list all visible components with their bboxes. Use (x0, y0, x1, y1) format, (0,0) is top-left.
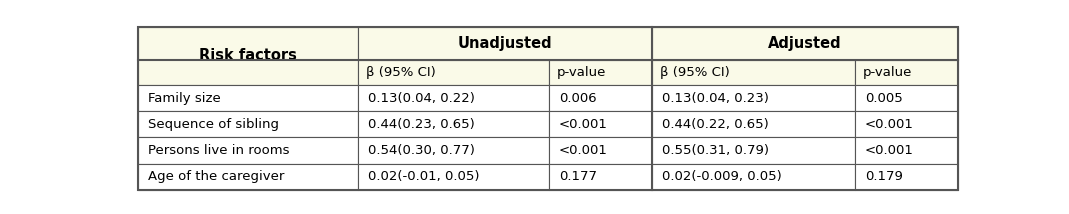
Bar (548, 111, 652, 137)
Text: 0.55(0.31, 0.79): 0.55(0.31, 0.79) (662, 144, 769, 157)
Text: 0.005: 0.005 (865, 92, 902, 105)
Bar (358, 60, 548, 85)
Bar (855, 111, 958, 137)
Text: Unadjusted: Unadjusted (458, 36, 553, 51)
Bar (138, 111, 358, 137)
Text: 0.02(-0.01, 0.05): 0.02(-0.01, 0.05) (368, 170, 479, 183)
Text: Persons live in rooms: Persons live in rooms (148, 144, 290, 157)
Text: p-value: p-value (863, 66, 912, 79)
Text: β (95% CI): β (95% CI) (366, 66, 436, 79)
Bar (358, 163, 548, 190)
Bar (652, 111, 855, 137)
Text: <0.001: <0.001 (559, 118, 607, 131)
Text: 0.54(0.30, 0.77): 0.54(0.30, 0.77) (368, 144, 475, 157)
Bar (652, 60, 855, 85)
Bar (652, 85, 855, 111)
Text: 0.44(0.23, 0.65): 0.44(0.23, 0.65) (368, 118, 475, 131)
Bar (652, 27, 958, 60)
Bar (855, 85, 958, 111)
Text: 0.179: 0.179 (865, 170, 902, 183)
Bar (548, 137, 652, 163)
Text: β (95% CI): β (95% CI) (661, 66, 730, 79)
Bar (138, 27, 358, 85)
Bar (652, 137, 855, 163)
Text: <0.001: <0.001 (559, 144, 607, 157)
Text: Risk factors: Risk factors (199, 48, 296, 63)
Text: 0.006: 0.006 (559, 92, 597, 105)
Text: 0.44(0.22, 0.65): 0.44(0.22, 0.65) (662, 118, 769, 131)
Bar (548, 85, 652, 111)
Text: p-value: p-value (557, 66, 606, 79)
Text: Sequence of sibling: Sequence of sibling (148, 118, 279, 131)
Text: 0.177: 0.177 (559, 170, 597, 183)
Text: <0.001: <0.001 (865, 144, 914, 157)
Bar (358, 137, 548, 163)
Bar (548, 60, 652, 85)
Bar (652, 163, 855, 190)
Bar (358, 85, 548, 111)
Bar (138, 85, 358, 111)
Bar (548, 163, 652, 190)
Text: Age of the caregiver: Age of the caregiver (148, 170, 284, 183)
Text: 0.02(-0.009, 0.05): 0.02(-0.009, 0.05) (662, 170, 781, 183)
Text: <0.001: <0.001 (865, 118, 914, 131)
Bar (855, 163, 958, 190)
Text: 0.13(0.04, 0.23): 0.13(0.04, 0.23) (662, 92, 769, 105)
Bar (138, 137, 358, 163)
Bar (138, 163, 358, 190)
Text: Family size: Family size (148, 92, 220, 105)
Text: Adjusted: Adjusted (769, 36, 841, 51)
Bar (358, 111, 548, 137)
Bar (855, 137, 958, 163)
Bar (855, 60, 958, 85)
Bar (358, 27, 652, 60)
Text: 0.13(0.04, 0.22): 0.13(0.04, 0.22) (368, 92, 475, 105)
